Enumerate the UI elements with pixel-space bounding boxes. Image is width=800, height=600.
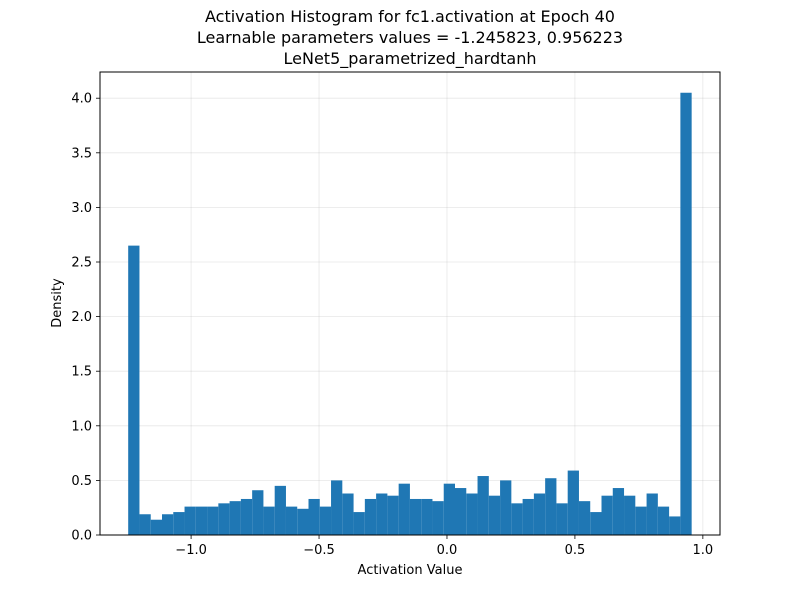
x-tick-label: 1.0 [693, 543, 714, 558]
histogram-bar [387, 495, 399, 535]
histogram-bar [150, 519, 162, 535]
histogram-bar [432, 501, 444, 535]
y-axis-ticks: 0.0 0.5 1.0 1.5 2.0 2.5 3.0 3.5 4.0 [71, 92, 100, 544]
y-tick-label: 1.5 [71, 365, 92, 380]
histogram-bar [601, 495, 613, 535]
plot-frame [99, 71, 721, 536]
grid-lines [100, 72, 720, 536]
histogram-bar [657, 506, 670, 535]
histogram-bar [477, 476, 489, 535]
y-axis-label: Density [50, 278, 65, 328]
histogram-bar [252, 490, 264, 535]
histogram-bar [398, 483, 410, 535]
histogram-bar [680, 92, 692, 535]
histogram-bar [500, 480, 512, 535]
histogram-bar [635, 506, 647, 535]
x-tick-label: −1.0 [175, 543, 207, 558]
histogram-bars [128, 92, 692, 535]
chart-title-line-1: Activation Histogram for fc1.activation … [205, 7, 615, 26]
histogram-bar [578, 501, 591, 535]
histogram-bar [545, 478, 557, 535]
chart-title-line-2: Learnable parameters values = -1.245823,… [197, 28, 623, 47]
y-tick-label: 0.0 [71, 529, 92, 544]
histogram-bar [646, 493, 658, 535]
histogram-bar [466, 493, 478, 535]
histogram-bar [612, 488, 625, 535]
x-tick-label: −0.5 [303, 543, 335, 558]
x-axis-label: Activation Value [358, 563, 463, 578]
y-tick-label: 0.5 [71, 474, 92, 489]
y-tick-label: 2.5 [71, 256, 92, 271]
histogram-bar [533, 493, 546, 535]
y-tick-label: 4.0 [71, 92, 92, 107]
histogram-bar [207, 506, 219, 535]
histogram-bar [409, 498, 422, 535]
histogram-bar [342, 493, 354, 535]
histogram-bar [218, 503, 230, 535]
histogram-bar [139, 514, 151, 535]
y-tick-label: 3.5 [71, 146, 92, 161]
x-axis-ticks: −1.0 −0.5 0.0 0.5 1.0 [175, 535, 713, 558]
chart-title-line-3: LeNet5_parametrized_hardtanh [284, 49, 537, 69]
histogram-bar [128, 245, 140, 535]
histogram-bar [173, 512, 185, 535]
histogram-bar [353, 512, 365, 535]
histogram-bar [308, 498, 320, 535]
histogram-bar [184, 506, 196, 535]
histogram-bar [443, 483, 456, 535]
histogram-bar [511, 503, 523, 535]
histogram-bar [567, 470, 579, 535]
histogram-bar [229, 501, 241, 535]
histogram-bar [455, 488, 467, 535]
histogram-bar [274, 485, 286, 535]
histogram-bar [319, 506, 332, 535]
histogram-bar [590, 512, 602, 535]
histogram-bar [669, 516, 681, 535]
histogram-bar [624, 495, 636, 535]
histogram-bar [364, 498, 377, 535]
y-tick-label: 2.0 [71, 310, 92, 325]
histogram-bar [240, 498, 253, 535]
x-tick-label: 0.5 [565, 543, 586, 558]
histogram-bar [331, 480, 343, 535]
histogram-bar [376, 493, 388, 535]
histogram-bar [421, 498, 433, 535]
histogram-bar [297, 508, 309, 535]
histogram-bar [195, 506, 208, 535]
histogram-bar [263, 506, 275, 535]
histogram-bar [161, 514, 174, 535]
histogram-bar [522, 498, 534, 535]
histogram-bar [285, 506, 298, 535]
histogram-bar [556, 503, 568, 535]
y-tick-label: 3.0 [71, 201, 92, 216]
x-tick-label: 0.0 [437, 543, 458, 558]
y-tick-label: 1.0 [71, 419, 92, 434]
histogram-bar [488, 495, 501, 535]
